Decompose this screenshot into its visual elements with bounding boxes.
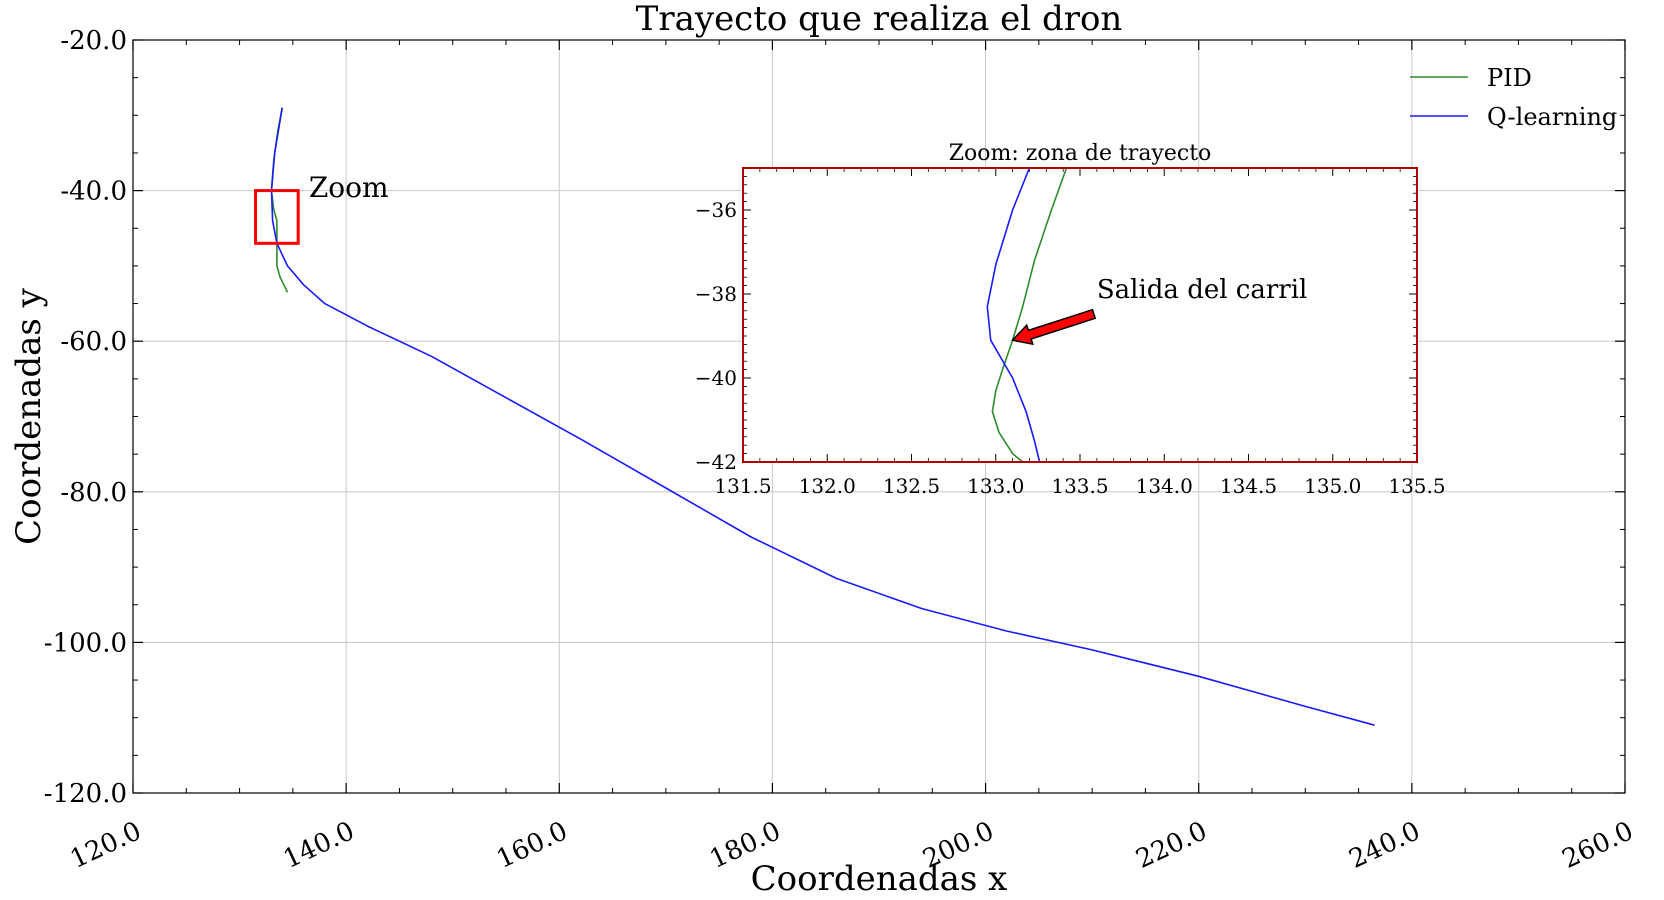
inset-arrow	[1011, 308, 1097, 346]
chart-title: Trayecto que realiza el dron	[636, 0, 1123, 39]
x-tick-label: 160.0	[492, 816, 572, 875]
inset-y-tick-label: −42	[695, 450, 737, 474]
inset-title: Zoom: zona de trayecto	[949, 141, 1212, 166]
inset-series-line-q-learning	[986, 167, 1041, 463]
inset-series	[986, 167, 1068, 463]
inset-x-tick-label: 132.5	[883, 474, 940, 498]
inset-x-tick-label: 133.0	[967, 474, 1024, 498]
inset-x-tick-label: 134.0	[1136, 474, 1193, 498]
legend-label-q-learning: Q-learning	[1487, 103, 1617, 131]
y-tick-label: -20.0	[60, 26, 127, 56]
y-axis-label: Coordenadas y	[9, 287, 49, 545]
y-tick-label: -100.0	[44, 628, 127, 658]
series-line-q-learning	[270, 107, 1375, 726]
y-tick-label: -80.0	[60, 478, 127, 508]
inset-x-tick-label: 134.5	[1220, 474, 1277, 498]
zoom-box	[254, 189, 300, 245]
inset-x-tick-label: 135.5	[1388, 474, 1445, 498]
legend: PID Q-learning	[1410, 64, 1617, 131]
inset-y-tick-label: −36	[695, 198, 737, 222]
x-tick-label: 260.0	[1558, 816, 1638, 875]
inset-series-line-pid	[991, 167, 1068, 463]
main-plot: 120.0 140.0 160.0 180.0 200.0 220.0 240.0 260.0…	[9, 0, 1638, 899]
x-tick-label: 120.0	[66, 816, 146, 875]
legend-label-pid: PID	[1487, 64, 1532, 92]
inset-x-tick-label: 132.0	[799, 474, 856, 498]
inset-plot: 131.5 132.0 132.5 133.0 133.5 134.0 134.5 135.0…	[695, 141, 1446, 498]
x-tick-label: 140.0	[279, 816, 359, 875]
y-tick-label: -60.0	[60, 327, 127, 357]
x-tick-label: 220.0	[1132, 816, 1212, 875]
inset-y-tick-label: −38	[695, 282, 737, 306]
x-tick-label: 240.0	[1345, 816, 1425, 875]
inset-x-tick-label: 135.0	[1304, 474, 1361, 498]
x-axis-label: Coordenadas x	[751, 859, 1008, 899]
zoom-annotation: Zoom	[309, 171, 389, 204]
y-tick-label: -40.0	[60, 177, 127, 207]
main-series	[270, 107, 1375, 726]
inset-y-tick-label: −40	[695, 366, 737, 390]
inset-frame	[742, 167, 1418, 463]
inset-x-tick-label: 133.5	[1051, 474, 1108, 498]
y-tick-label: -120.0	[44, 779, 127, 809]
series-line-pid	[270, 107, 289, 293]
inset-x-tick-label: 131.5	[714, 474, 771, 498]
inset-annotation: Salida del carril	[1097, 275, 1308, 305]
